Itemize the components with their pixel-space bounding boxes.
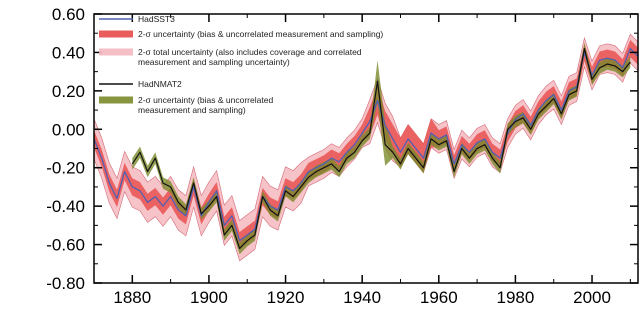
legend-swatch-band bbox=[99, 96, 133, 104]
hadnmat2-line bbox=[131, 48, 631, 249]
legend-swatch-band bbox=[99, 30, 133, 38]
y-tick-label: 0.20 bbox=[52, 82, 85, 101]
x-tick-label: 1920 bbox=[267, 288, 305, 307]
legend-label: HadNMAT2 bbox=[138, 79, 182, 89]
legend-layer: HadSST3 2-σ uncertainty (bias & uncorrela… bbox=[99, 14, 383, 115]
bands-layer bbox=[93, 33, 639, 262]
y-tick-label: -0.80 bbox=[46, 274, 85, 293]
x-tick-label: 1960 bbox=[420, 288, 458, 307]
hadsst3-line bbox=[93, 47, 639, 242]
y-tick-label: 0.00 bbox=[52, 120, 85, 139]
y-tick-label: 0.60 bbox=[52, 5, 85, 24]
hadsst3-uncertainty-band bbox=[94, 39, 638, 250]
y-tick-label: -0.20 bbox=[46, 159, 85, 178]
legend-swatch-band bbox=[99, 48, 133, 56]
x-tick-label: 1900 bbox=[190, 288, 228, 307]
legend-label: 2-σ uncertainty (bias & uncorrelated bbox=[138, 95, 273, 105]
legend-label: measurement and sampling uncertainty) bbox=[138, 57, 290, 67]
x-tick-label: 1940 bbox=[343, 288, 381, 307]
ticks-layer: 0.60 0.40 0.20 0.00 -0.20 -0.40 -0.60 -0.80 1880… bbox=[46, 5, 638, 307]
hadsst3-total-uncertainty-band bbox=[93, 33, 639, 262]
y-tick-label: -0.40 bbox=[46, 197, 85, 216]
legend-label: 2-σ uncertainty (bias & uncorrelated mea… bbox=[138, 29, 383, 39]
y-tick-label: -0.60 bbox=[46, 236, 85, 255]
x-tick-label: 1980 bbox=[496, 288, 534, 307]
x-tick-label: 2000 bbox=[573, 288, 611, 307]
y-tick-label: 0.40 bbox=[52, 43, 85, 62]
legend-label: HadSST3 bbox=[138, 14, 175, 24]
lines-layer bbox=[93, 47, 639, 249]
x-tick-label: 1880 bbox=[113, 288, 151, 307]
legend-label: 2-σ total uncertainty (also includes cov… bbox=[138, 47, 362, 57]
legend-label: measurement and sampling) bbox=[138, 105, 246, 115]
